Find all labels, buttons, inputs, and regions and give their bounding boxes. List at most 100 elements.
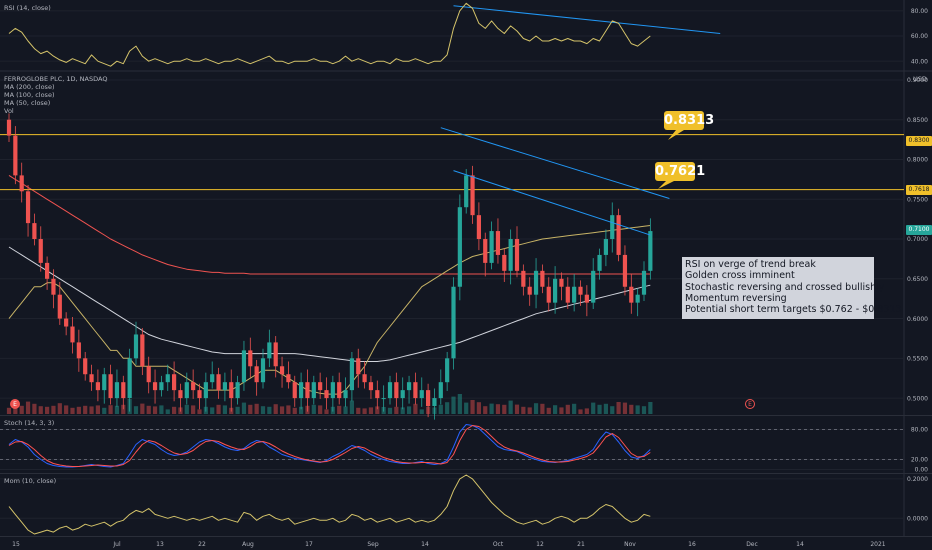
volume-bar xyxy=(362,408,367,414)
candle-body xyxy=(222,382,227,391)
price-tick-label: 0.8000 xyxy=(907,157,928,164)
volume-bar xyxy=(572,403,577,414)
price-tick-label: 0.5500 xyxy=(907,356,928,363)
volume-bar xyxy=(584,408,589,414)
candle-body xyxy=(559,278,564,287)
candle-body xyxy=(114,382,120,399)
candle-body xyxy=(419,390,424,399)
callout-lower-target: 0.7621 xyxy=(655,162,706,181)
volume-bar xyxy=(445,402,450,414)
candle-body xyxy=(267,342,272,359)
candle-body xyxy=(318,382,323,391)
callout-upper-target: 0.8313 xyxy=(664,111,715,130)
candle-body xyxy=(311,382,316,399)
volume-bar xyxy=(400,407,405,414)
candle-body xyxy=(152,382,158,391)
volume-bar xyxy=(254,403,259,414)
candle-body xyxy=(451,286,456,359)
volume-bar xyxy=(114,405,120,414)
candle-body xyxy=(13,135,18,176)
candle-body xyxy=(51,278,56,295)
resistance-levels xyxy=(0,130,904,191)
candle-body xyxy=(540,270,545,287)
note-line: Stochastic reversing and crossed bullish… xyxy=(685,281,885,293)
candle-body xyxy=(483,239,488,263)
volume-bar xyxy=(222,405,227,414)
volume-bar xyxy=(527,407,532,414)
candle-body xyxy=(235,382,240,399)
candle-body xyxy=(248,350,253,367)
candle-body xyxy=(584,294,589,303)
candle-body xyxy=(165,374,170,383)
candle-body xyxy=(184,382,189,399)
volume-bar xyxy=(121,404,126,414)
price-tick-label: 0.7000 xyxy=(907,236,928,243)
volume-bar xyxy=(622,402,628,414)
volume-bar xyxy=(146,405,151,414)
volume-bar xyxy=(191,405,196,414)
volume-bar xyxy=(172,406,177,414)
trendlines xyxy=(440,5,721,236)
volume-bar xyxy=(38,406,43,414)
rsi-line xyxy=(8,2,651,67)
volume-bar xyxy=(108,405,113,414)
stoch-legend[interactable]: Stoch (14, 3, 3) xyxy=(4,419,54,427)
candle-body xyxy=(102,374,107,391)
candle-body xyxy=(457,207,462,287)
time-tick-label: Sep xyxy=(367,541,379,548)
event-marker-label: E xyxy=(748,401,752,408)
time-tick-label: 13 xyxy=(156,541,164,548)
volume-bar xyxy=(635,405,640,414)
volume-bar xyxy=(19,405,24,414)
volume-bar xyxy=(57,403,62,414)
volume-bar xyxy=(337,405,342,414)
time-tick-label: Dec xyxy=(746,541,758,548)
candles xyxy=(6,113,653,420)
ma100-line xyxy=(8,246,651,362)
volume-bar xyxy=(197,409,202,414)
volume-bar xyxy=(648,402,653,414)
price-axis: 80.00 60.00 40.00 0.9000 0.8500 0.8000 0.7500 0… xyxy=(907,8,928,522)
note-line: Potential short term targets $0.762 - $0… xyxy=(685,304,902,316)
analysis-note[interactable]: RSI on verge of trend break Golden cross… xyxy=(682,257,902,319)
note-line: RSI on verge of trend break xyxy=(685,259,816,270)
volume-bar xyxy=(95,405,100,414)
candle-body xyxy=(514,239,520,271)
time-tick-label: Aug xyxy=(242,541,254,548)
event-marker-label: E xyxy=(13,401,17,408)
candle-body xyxy=(349,358,354,391)
price-tick-label: 0.6000 xyxy=(907,316,928,323)
volume-bar xyxy=(349,400,354,414)
ma200-label: MA (200, close) xyxy=(4,83,55,91)
mom-legend[interactable]: Mom (10, close) xyxy=(4,477,56,485)
volume-bar xyxy=(140,403,145,414)
candle-body xyxy=(330,382,335,399)
candle-body xyxy=(292,382,297,399)
note-line: Momentum reversing xyxy=(685,292,787,304)
last-price-tag: 0.7100 xyxy=(906,225,932,235)
candle-body xyxy=(648,231,653,271)
volume-bar xyxy=(553,405,558,414)
volume-bar xyxy=(299,406,304,414)
main-legend[interactable]: FERROGLOBE PLC, 1D, NASDAQ MA (200, clos… xyxy=(4,75,107,115)
candle-body xyxy=(140,334,145,367)
time-tick-label: Oct xyxy=(493,541,504,548)
candle-body xyxy=(273,342,278,367)
volume-bar xyxy=(521,406,526,414)
volume-bar xyxy=(457,394,462,414)
candle-body xyxy=(146,366,151,383)
volume-bar xyxy=(102,407,107,414)
volume-bar xyxy=(616,402,621,414)
price-tick-label: 0.9000 xyxy=(907,77,928,84)
volume-bar xyxy=(241,402,247,414)
candle-body xyxy=(400,390,405,399)
rsi-legend[interactable]: RSI (14, close) xyxy=(4,4,51,12)
candle-body xyxy=(70,326,75,343)
volume-bar xyxy=(641,406,647,414)
volume-bar xyxy=(413,403,418,414)
callout-pointer-lower xyxy=(658,181,674,189)
rsi-trendline xyxy=(453,5,721,34)
price-tick-label: 0.5000 xyxy=(907,395,928,402)
candle-body xyxy=(622,254,628,287)
rsi-tick-label: 40.00 xyxy=(911,58,928,65)
